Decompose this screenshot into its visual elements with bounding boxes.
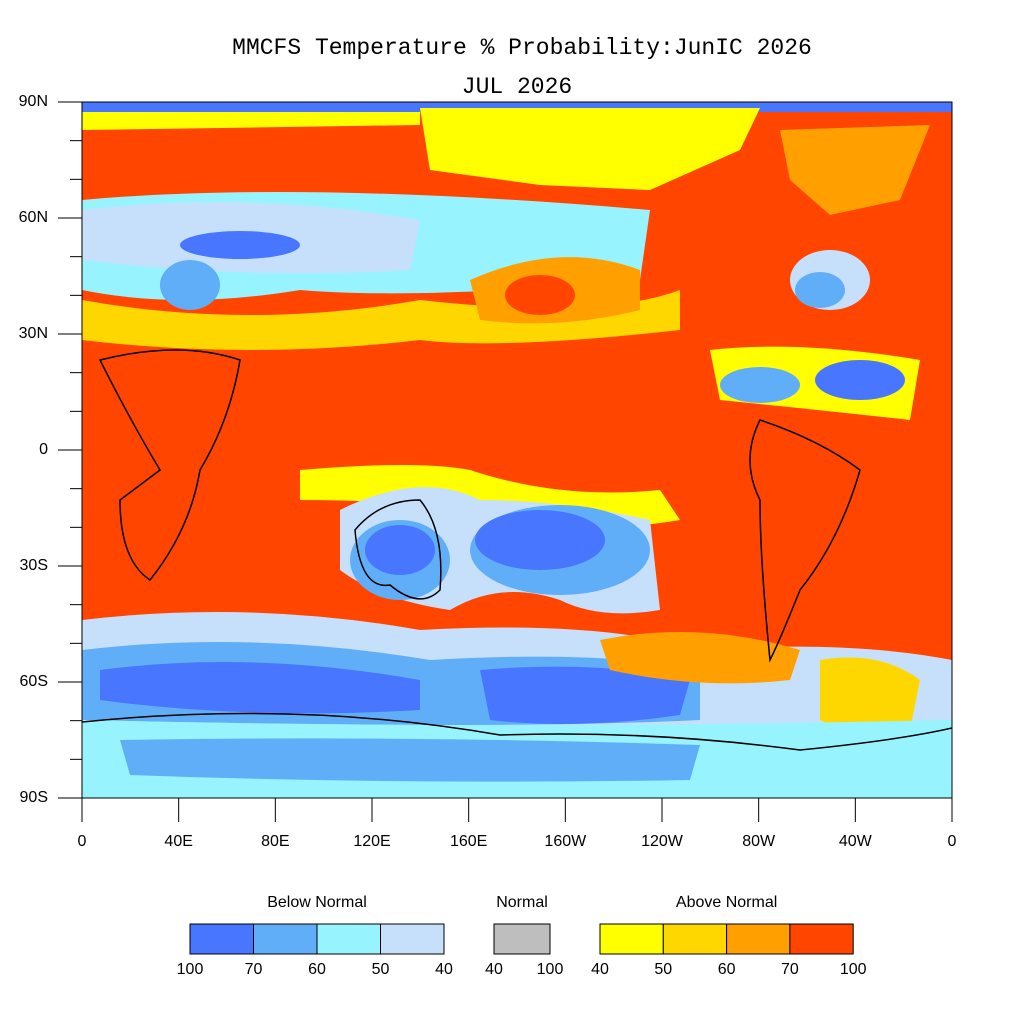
legend-bound: 100	[537, 961, 564, 978]
lon-label: 40E	[164, 833, 192, 850]
legend-bound: 100	[840, 961, 867, 978]
lat-label: 60S	[20, 673, 48, 690]
lat-label: 0	[39, 441, 48, 458]
legend-bound: 70	[245, 961, 263, 978]
legend-swatch	[789, 923, 854, 955]
legend-bound: 100	[177, 961, 204, 978]
lat-label: 30S	[20, 557, 48, 574]
lat-label: 60N	[19, 209, 48, 226]
legend-swatch	[316, 923, 381, 955]
lat-label: 30N	[19, 325, 48, 342]
legend-bound: 40	[485, 961, 503, 978]
legend-swatch	[380, 923, 445, 955]
legend-bound: 70	[781, 961, 799, 978]
lon-label: 120W	[641, 833, 684, 850]
title: MMCFS Temperature % Probability:JunIC 20…	[232, 35, 812, 61]
lon-label: 80W	[742, 833, 776, 850]
lat-label: 90N	[19, 93, 48, 110]
lon-label: 160E	[450, 833, 487, 850]
axes: 90N 60N 30N 0 30S 60S 90S 0 40E 80E 120E 160E 160W 12…	[19, 93, 957, 850]
lon-label: 40W	[839, 833, 873, 850]
legend-group-title: Above Normal	[676, 894, 777, 911]
legend-swatch	[493, 923, 551, 955]
legend-swatch	[189, 923, 254, 955]
subtitle: JUL 2026	[462, 74, 572, 100]
legend-swatch	[662, 923, 728, 955]
lon-label: 0	[78, 833, 87, 850]
legend: Below Normal 100 70 60 50 40 Normal 40 100 Above …	[177, 894, 867, 978]
legend-swatch	[726, 923, 791, 955]
lat-label: 90S	[20, 789, 48, 806]
legend-bound: 50	[372, 961, 390, 978]
legend-swatch	[253, 923, 318, 955]
lon-label: 120E	[353, 833, 390, 850]
legend-bound: 60	[718, 961, 736, 978]
lon-label: 0	[948, 833, 957, 850]
legend-swatch	[599, 923, 664, 955]
legend-group-title: Below Normal	[267, 894, 367, 911]
lon-label: 160W	[544, 833, 587, 850]
lon-label: 80E	[261, 833, 289, 850]
legend-bound: 40	[435, 961, 453, 978]
legend-bound: 40	[591, 961, 609, 978]
legend-bound: 60	[308, 961, 326, 978]
legend-group-title: Normal	[496, 894, 548, 911]
legend-bound: 50	[654, 961, 672, 978]
map-field	[82, 102, 952, 798]
